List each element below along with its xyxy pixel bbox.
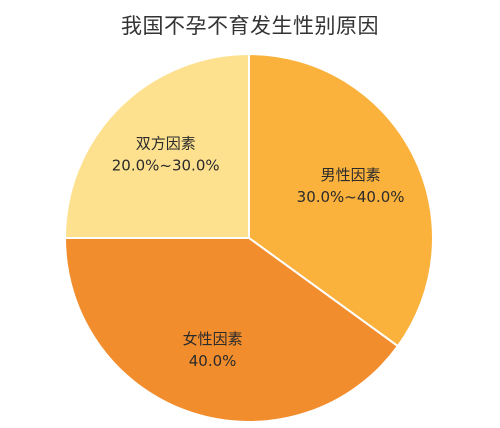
slice-value-label-1: 30.0%~40.0% — [297, 188, 405, 206]
slice-label-1: 男性因素 — [321, 166, 381, 184]
slice-value-label-2: 40.0% — [189, 352, 237, 370]
chart-title: 我国不孕不育发生性别原因 — [121, 14, 379, 38]
slice-label-3: 双方因素 — [136, 135, 196, 153]
pie-labels: 男性因素 30.0%~40.0% 女性因素 40.0% 双方因素 20.0%~30.0% — [112, 135, 405, 370]
pie-slice-1 — [248, 52, 434, 348]
pie-slice-2 — [63, 237, 400, 423]
pie-slices — [63, 52, 434, 423]
slice-value-label-3: 20.0%~30.0% — [112, 157, 220, 175]
pie-slice-3 — [63, 52, 250, 239]
slice-label-2: 女性因素 — [183, 330, 243, 348]
